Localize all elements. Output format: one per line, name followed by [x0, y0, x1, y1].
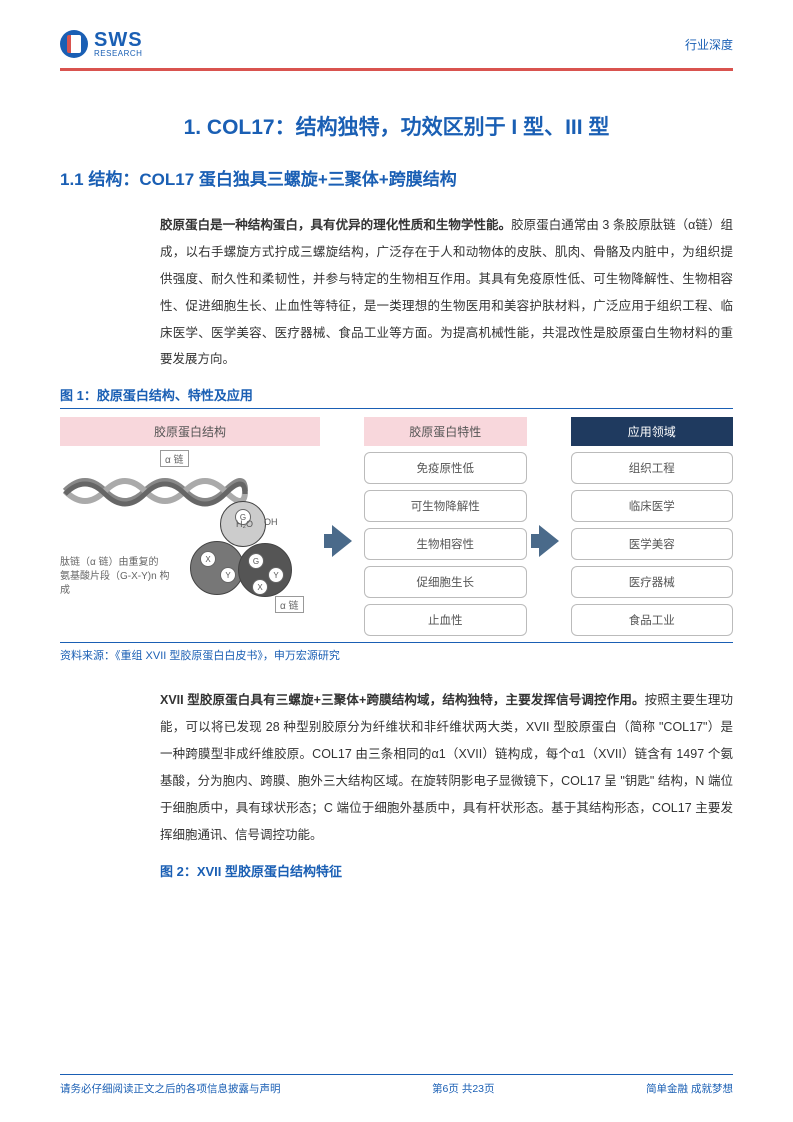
logo-icon: [60, 30, 88, 58]
fig1-struct-diagram: α 链 α 链 G X Y G Y X H₂O OH 肽链（α 链）由重复的 氨…: [60, 446, 320, 636]
application-box: 医学美容: [571, 528, 734, 560]
fig1-feat-header: 胶原蛋白特性: [364, 417, 527, 446]
fig1-struct-header: 胶原蛋白结构: [60, 417, 320, 446]
application-box: 组织工程: [571, 452, 734, 484]
header-rule: [60, 68, 733, 71]
para1-body: 胶原蛋白通常由 3 条胶原肽链（α链）组成，以右手螺旋方式拧成三螺旋结构，广泛存…: [160, 218, 733, 366]
arrow-1: [328, 445, 356, 636]
fig1-col-applications: 应用领域 组织工程 临床医学 医学美容 医疗器械 食品工业: [571, 417, 734, 636]
application-box: 医疗器械: [571, 566, 734, 598]
application-box: 临床医学: [571, 490, 734, 522]
structure-note: 肽链（α 链）由重复的 氨基酸片段（G-X-Y)n 构成: [60, 556, 170, 598]
heading-2: 1.1 结构：COL17 蛋白独具三螺旋+三聚体+跨膜结构: [60, 165, 733, 190]
heading-1: 1. COL17：结构独特，功效区别于 I 型、III 型: [60, 111, 733, 141]
feature-box: 免疫原性低: [364, 452, 527, 484]
page-footer: 请务必仔细阅读正文之后的各项信息披露与声明 第6页 共23页 简单金融 成就梦想: [60, 1074, 733, 1096]
paragraph-2: XVII 型胶原蛋白具有三螺旋+三聚体+跨膜结构域，结构独特，主要发挥信号调控作…: [160, 687, 733, 848]
feature-box: 止血性: [364, 604, 527, 636]
doc-type-label: 行业深度: [685, 36, 733, 53]
footer-left: 请务必仔细阅读正文之后的各项信息披露与声明: [60, 1081, 281, 1096]
cross-section-icon: G X Y G Y X H₂O OH: [180, 501, 310, 621]
footer-center: 第6页 共23页: [432, 1081, 494, 1096]
feature-box: 促细胞生长: [364, 566, 527, 598]
alpha-label-1: α 链: [160, 450, 189, 467]
application-box: 食品工业: [571, 604, 734, 636]
feature-box: 可生物降解性: [364, 490, 527, 522]
logo-text-sub: RESEARCH: [94, 50, 143, 58]
page-header: SWS RESEARCH 行业深度: [60, 30, 733, 64]
paragraph-1: 胶原蛋白是一种结构蛋白，具有优异的理化性质和生物学性能。胶原蛋白通常由 3 条胶…: [160, 212, 733, 373]
footer-right: 简单金融 成就梦想: [646, 1081, 733, 1096]
feature-box: 生物相容性: [364, 528, 527, 560]
fig1-col-features: 胶原蛋白特性 免疫原性低 可生物降解性 生物相容性 促细胞生长 止血性: [364, 417, 527, 636]
para2-lead: XVII 型胶原蛋白具有三螺旋+三聚体+跨膜结构域，结构独特，主要发挥信号调控作…: [160, 693, 645, 707]
figure-1: 胶原蛋白结构 α 链 α 链 G X Y G: [60, 417, 733, 636]
figure-1-caption: 图 1：胶原蛋白结构、特性及应用: [60, 385, 733, 409]
logo-text-main: SWS: [94, 30, 143, 50]
para1-lead: 胶原蛋白是一种结构蛋白，具有优异的理化性质和生物学性能。: [160, 218, 511, 232]
arrow-2: [535, 445, 563, 636]
fig1-app-header: 应用领域: [571, 417, 734, 446]
arrow-icon: [332, 525, 352, 557]
figure-2-caption: 图 2：XVII 型胶原蛋白结构特征: [160, 861, 733, 880]
logo: SWS RESEARCH: [60, 30, 143, 58]
para2-body: 按照主要生理功能，可以将已发现 28 种型别胶原分为纤维状和非纤维状两大类，XV…: [160, 693, 733, 841]
figure-1-source: 资料来源：《重组 XVII 型胶原蛋白白皮书》，申万宏源研究: [60, 642, 733, 663]
arrow-icon: [539, 525, 559, 557]
fig1-col-structure: 胶原蛋白结构 α 链 α 链 G X Y G: [60, 417, 320, 636]
